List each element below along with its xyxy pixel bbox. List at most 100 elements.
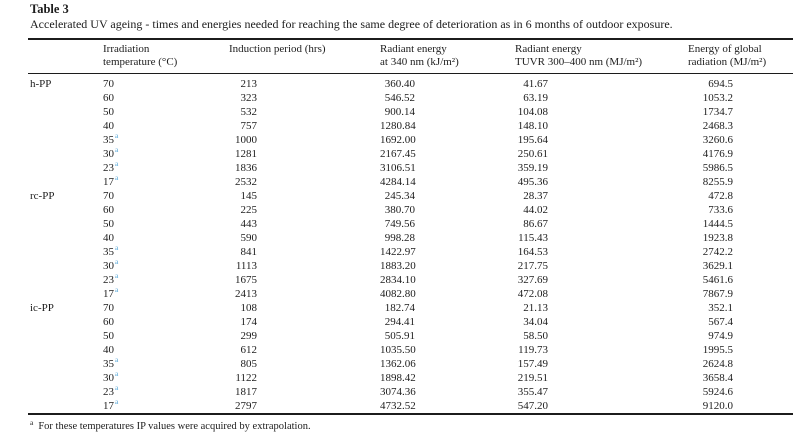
table-row: h-PP 70 213 360.40 41.67 694.5 xyxy=(28,74,793,92)
footnote-marker-sup: a xyxy=(115,159,119,169)
induction-period-cell: 2413 xyxy=(235,288,257,300)
footnote-marker: a xyxy=(30,417,34,427)
global-radiation-cell: 2624.8 xyxy=(702,358,733,370)
table-row: 60 174 294.41 34.04 567.4 xyxy=(28,315,793,329)
table-row: 60 225 380.70 44.02 733.6 xyxy=(28,203,793,217)
table-row: 40 757 1280.84 148.10 2468.3 xyxy=(28,119,793,133)
induction-period-cell: 612 xyxy=(240,344,258,356)
column-header-global-radiation: Energy of global radiation (MJ/m²) xyxy=(688,39,793,74)
table-row: 17a 2532 4284.14 495.36 8255.9 xyxy=(28,173,793,189)
temperature-cell: 35a xyxy=(103,243,229,259)
table-body: h-PP 70 213 360.40 41.67 694.5 60 323 54… xyxy=(28,74,793,415)
temperature-value: 17 xyxy=(103,400,114,412)
material-cell: h-PP xyxy=(30,78,52,90)
table-row: 17a 2413 4082.80 472.08 7867.9 xyxy=(28,286,793,301)
temperature-value: 50 xyxy=(103,330,114,342)
radiant-energy-340nm-cell: 546.52 xyxy=(384,92,415,104)
table-row: 30a 1113 1883.20 217.75 3629.1 xyxy=(28,257,793,273)
temperature-value: 50 xyxy=(103,218,114,230)
radiant-energy-340nm-cell: 1422.97 xyxy=(380,246,416,258)
global-radiation-cell: 472.8 xyxy=(708,190,733,202)
table-row: 23a 1817 3074.36 355.47 5924.6 xyxy=(28,384,793,399)
material-cell xyxy=(28,273,103,287)
global-radiation-cell: 733.6 xyxy=(708,204,733,216)
radiant-energy-340nm-cell: 1280.84 xyxy=(380,120,416,132)
footnote-marker-sup: a xyxy=(115,243,119,253)
temperature-cell: 50 xyxy=(103,329,229,343)
radiant-energy-tuvr-cell: 217.75 xyxy=(517,260,548,272)
table-row: 40 590 998.28 115.43 1923.8 xyxy=(28,231,793,245)
temperature-cell: 50 xyxy=(103,217,229,231)
table-row: 30a 1281 2167.45 250.61 4176.9 xyxy=(28,146,793,161)
radiant-energy-340nm-cell: 4732.52 xyxy=(380,400,416,412)
temperature-cell: 70 xyxy=(103,301,229,315)
radiant-energy-tuvr-cell: 41.67 xyxy=(523,78,548,90)
induction-period-cell: 299 xyxy=(240,330,258,342)
radiant-energy-tuvr-cell: 119.73 xyxy=(518,344,548,356)
table-row: 40 612 1035.50 119.73 1995.5 xyxy=(28,343,793,357)
radiant-energy-tuvr-cell: 219.51 xyxy=(517,372,548,384)
table-row: 35a 841 1422.97 164.53 2742.2 xyxy=(28,243,793,259)
footnote-text: For these temperatures IP values were ac… xyxy=(38,421,311,432)
temperature-cell: 70 xyxy=(103,74,229,92)
material-cell xyxy=(28,231,103,245)
material-cell xyxy=(28,119,103,133)
global-radiation-cell: 7867.9 xyxy=(702,288,733,300)
column-header-material xyxy=(28,39,103,74)
temperature-value: 60 xyxy=(103,204,114,216)
column-header-induction-period: Induction period (hrs) xyxy=(229,39,380,74)
induction-period-cell: 443 xyxy=(240,218,258,230)
temperature-value: 17 xyxy=(103,176,114,188)
induction-period-cell: 1122 xyxy=(235,372,257,384)
radiant-energy-tuvr-cell: 115.43 xyxy=(518,232,548,244)
temperature-cell: 23a xyxy=(103,159,229,175)
material-cell xyxy=(28,105,103,119)
material-cell xyxy=(28,133,103,147)
induction-period-cell: 145 xyxy=(240,190,258,202)
radiant-energy-340nm-cell: 3074.36 xyxy=(380,386,416,398)
global-radiation-cell: 1734.7 xyxy=(702,106,733,118)
material-cell xyxy=(28,343,103,357)
global-radiation-cell: 567.4 xyxy=(708,316,733,328)
temperature-cell: 40 xyxy=(103,231,229,245)
temperature-value: 35 xyxy=(103,246,114,258)
global-radiation-cell: 5986.5 xyxy=(702,162,733,174)
global-radiation-cell: 9120.0 xyxy=(702,400,733,412)
temperature-cell: 60 xyxy=(103,91,229,105)
temperature-cell: 23a xyxy=(103,271,229,287)
material-cell xyxy=(28,329,103,343)
temperature-cell: 30a xyxy=(103,146,229,161)
radiant-energy-tuvr-cell: 34.04 xyxy=(523,316,548,328)
footnote-marker-sup: a xyxy=(115,173,119,183)
global-radiation-cell: 974.9 xyxy=(708,330,733,342)
material-cell xyxy=(28,287,103,301)
radiant-energy-340nm-cell: 900.14 xyxy=(384,106,415,118)
material-cell xyxy=(28,175,103,189)
temperature-value: 70 xyxy=(103,190,114,202)
radiant-energy-tuvr-cell: 547.20 xyxy=(517,400,548,412)
temperature-value: 50 xyxy=(103,106,114,118)
temperature-value: 35 xyxy=(103,358,114,370)
material-cell xyxy=(28,385,103,399)
induction-period-cell: 1281 xyxy=(235,148,257,160)
footnote-marker-sup: a xyxy=(115,271,119,281)
material-cell xyxy=(28,315,103,329)
radiant-energy-tuvr-cell: 327.69 xyxy=(517,274,548,286)
temperature-value: 30 xyxy=(103,372,114,384)
radiant-energy-340nm-cell: 505.91 xyxy=(384,330,415,342)
radiant-energy-340nm-cell: 380.70 xyxy=(384,204,415,216)
induction-period-cell: 590 xyxy=(240,232,258,244)
temperature-value: 70 xyxy=(103,302,114,314)
temperature-cell: 60 xyxy=(103,315,229,329)
radiant-energy-tuvr-cell: 58.50 xyxy=(523,330,548,342)
global-radiation-cell: 1444.5 xyxy=(702,218,733,230)
footnote: a For these temperatures IP values were a… xyxy=(30,417,311,433)
radiant-energy-340nm-cell: 4284.14 xyxy=(380,176,416,188)
footnote-marker-sup: a xyxy=(115,257,119,267)
column-header-radiant-energy-340nm: Radiant energy at 340 nm (kJ/m²) xyxy=(380,39,515,74)
radiant-energy-tuvr-cell: 195.64 xyxy=(517,134,548,146)
temperature-value: 40 xyxy=(103,344,114,356)
radiant-energy-340nm-cell: 1362.06 xyxy=(380,358,416,370)
temperature-value: 60 xyxy=(103,92,114,104)
radiant-energy-tuvr-cell: 44.02 xyxy=(523,204,548,216)
